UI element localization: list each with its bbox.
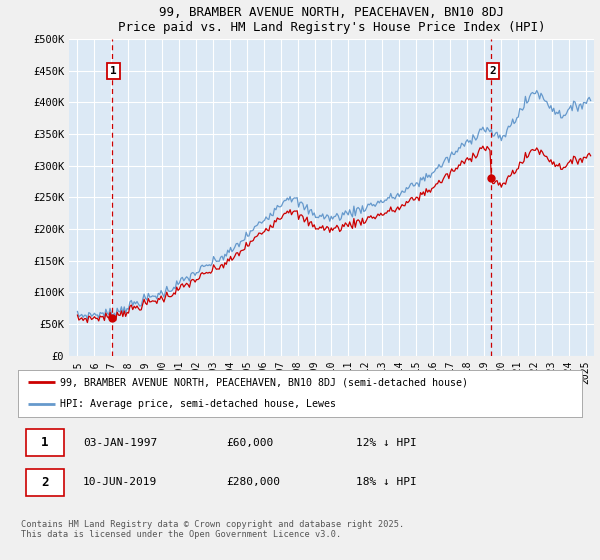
- Text: Contains HM Land Registry data © Crown copyright and database right 2025.
This d: Contains HM Land Registry data © Crown c…: [21, 520, 404, 539]
- Text: 1: 1: [41, 436, 49, 449]
- FancyBboxPatch shape: [26, 430, 64, 456]
- Text: HPI: Average price, semi-detached house, Lewes: HPI: Average price, semi-detached house,…: [60, 399, 337, 409]
- Text: 12% ↓ HPI: 12% ↓ HPI: [356, 438, 417, 447]
- FancyBboxPatch shape: [26, 469, 64, 496]
- Text: £60,000: £60,000: [227, 438, 274, 447]
- Title: 99, BRAMBER AVENUE NORTH, PEACEHAVEN, BN10 8DJ
Price paid vs. HM Land Registry's: 99, BRAMBER AVENUE NORTH, PEACEHAVEN, BN…: [118, 6, 545, 34]
- Text: 1: 1: [110, 66, 117, 76]
- Text: 18% ↓ HPI: 18% ↓ HPI: [356, 478, 417, 487]
- Text: 2: 2: [490, 66, 496, 76]
- Text: 03-JAN-1997: 03-JAN-1997: [83, 438, 157, 447]
- Text: £280,000: £280,000: [227, 478, 281, 487]
- Text: 99, BRAMBER AVENUE NORTH, PEACEHAVEN, BN10 8DJ (semi-detached house): 99, BRAMBER AVENUE NORTH, PEACEHAVEN, BN…: [60, 377, 469, 388]
- Text: 10-JUN-2019: 10-JUN-2019: [83, 478, 157, 487]
- Text: 2: 2: [41, 476, 49, 489]
